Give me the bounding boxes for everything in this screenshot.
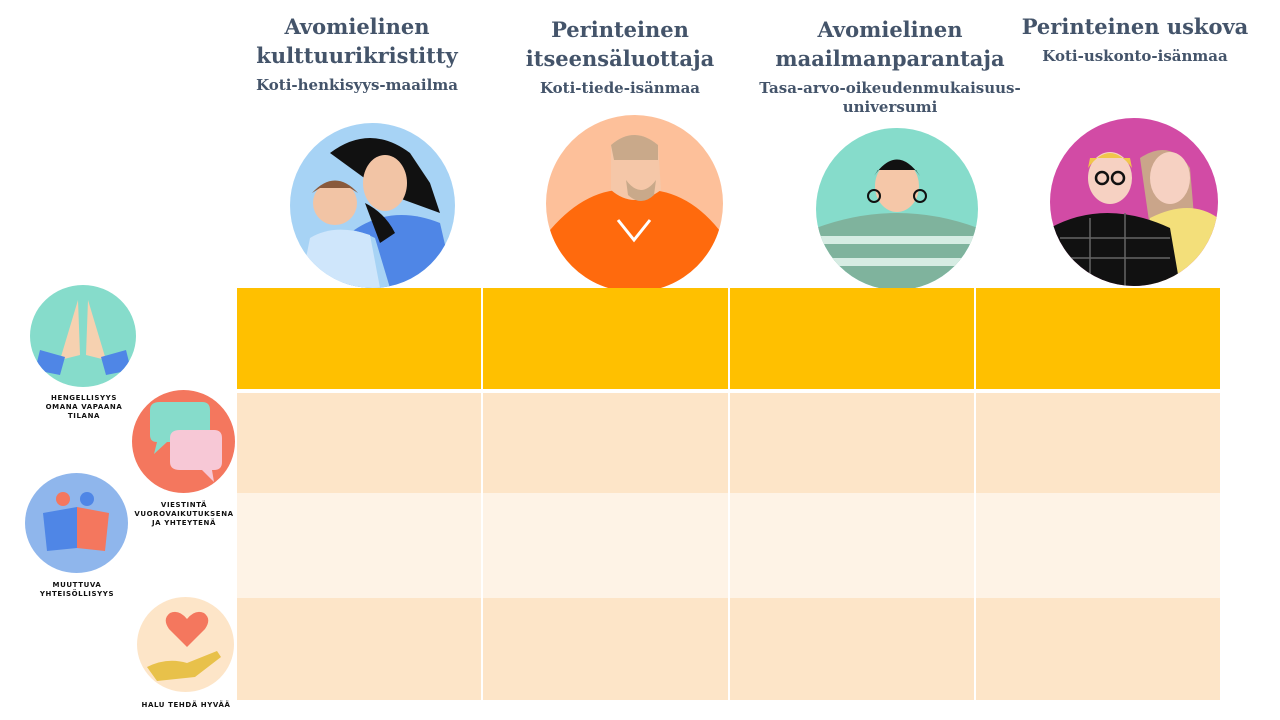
grid-row-1 [237, 288, 1220, 389]
persona-header-2: Perinteinen itseensäluottaja Koti-tiede-i… [500, 15, 740, 98]
grid-cell [975, 598, 1220, 700]
grid-cell [729, 493, 976, 598]
grid-cell [483, 598, 730, 700]
persona-title: Avomielinen maailmanparantaja [775, 17, 1005, 71]
grid-cell [237, 393, 484, 493]
avatar-self-reliant-icon [546, 115, 723, 292]
speech-bubbles-icon [132, 390, 235, 493]
avatar-traditional-believer-icon [1050, 118, 1218, 286]
grid-row-3 [237, 493, 1220, 598]
persona-header-1: Avomielinen kulttuurikristitty Koti-henki… [237, 12, 477, 95]
grid-cell [975, 493, 1220, 598]
theme-label-spirituality: Hengellisyys omana vapaana tilana [45, 394, 123, 420]
persona-title: Avomielinen kulttuurikristitty [256, 14, 458, 68]
grid-cell [237, 598, 484, 700]
grid-cell [483, 493, 730, 598]
persona-subtitle: Koti-uskonto-isänmaa [1042, 47, 1228, 65]
persona-subtitle: Koti-tiede-isänmaa [539, 79, 701, 97]
avatar-cultural-christian-icon [290, 123, 455, 288]
grid-cell [483, 288, 730, 389]
grid-cell [237, 493, 484, 598]
grid-cell [975, 393, 1220, 493]
theme-label-doing-good: Halu tehdä hyvää [141, 701, 231, 709]
theme-label-communication: Viestintä vuorovaikutuksena ja yhteytenä [134, 501, 234, 527]
grid-cell [483, 393, 730, 493]
avatar-world-improver-icon [816, 128, 978, 290]
grid-cell [729, 288, 976, 389]
grid-row-4 [237, 598, 1220, 700]
comparison-grid [237, 288, 1220, 700]
praying-hands-icon [30, 285, 136, 387]
persona-title: Perinteinen itseensäluottaja [525, 17, 715, 71]
persona-title: Perinteinen uskova [1021, 14, 1249, 39]
embracing-people-icon [25, 473, 128, 573]
grid-cell [975, 288, 1220, 389]
theme-label-community: Muuttuva yhteisöllisyys [39, 581, 115, 598]
persona-subtitle: Koti-henkisyys-maailma [256, 76, 458, 94]
persona-subtitle: Tasa-arvo-oikeudenmukaisuus-universumi [759, 79, 1021, 116]
heart-in-hand-icon [137, 597, 234, 692]
persona-header-3: Avomielinen maailmanparantaja Tasa-arvo-o… [745, 15, 1035, 117]
persona-header-4: Perinteinen uskova Koti-uskonto-isänmaa [1020, 12, 1250, 66]
grid-cell [729, 598, 976, 700]
grid-cell [729, 393, 976, 493]
grid-cell [237, 288, 484, 389]
grid-row-2 [237, 393, 1220, 493]
